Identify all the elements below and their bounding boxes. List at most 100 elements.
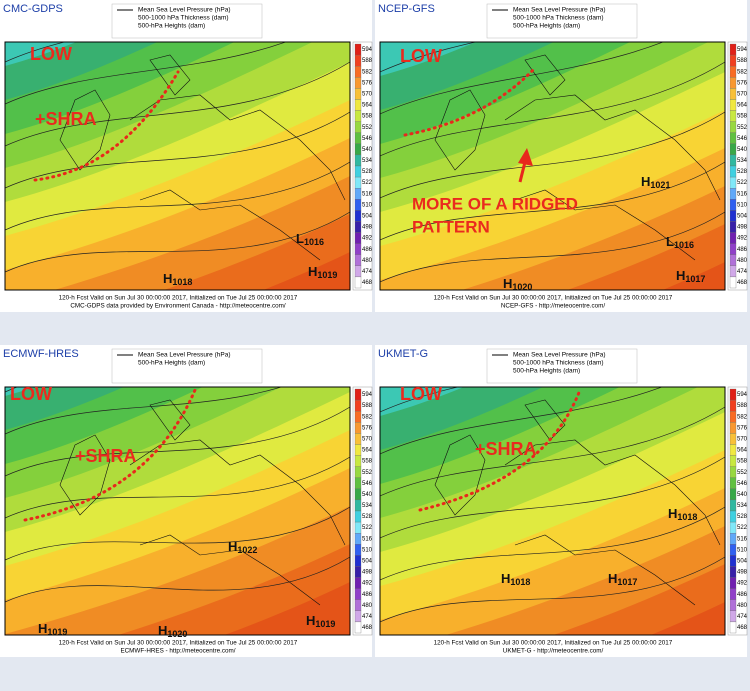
colorbar-swatch: [354, 88, 362, 100]
panel-title: CMC-GDPS: [3, 3, 63, 15]
colorbar-label: 546: [362, 136, 373, 142]
colorbar-swatch: [729, 455, 737, 467]
colorbar-swatch: [354, 221, 362, 233]
pressure-center-letter: H: [676, 268, 685, 283]
colorbar-label: 582: [737, 414, 748, 420]
colorbar-label: 576: [362, 80, 373, 86]
contour-line: [380, 211, 725, 283]
colorbar-label: 510: [362, 547, 373, 553]
colorbar-label: 540: [737, 147, 748, 153]
colorbar-swatch: [729, 621, 737, 634]
colorbar-label: 546: [737, 481, 748, 487]
colorbar-swatch: [729, 110, 737, 122]
colorbar-swatch: [354, 43, 362, 56]
pressure-center-letter: H: [306, 613, 315, 628]
colorbar-label: 588: [362, 58, 373, 64]
colorbar-swatch: [729, 577, 737, 589]
colorbar-swatch: [729, 199, 737, 211]
colorbar-label: 504: [737, 558, 748, 564]
colorbar-label: 558: [362, 114, 373, 120]
colorbar-label: 480: [737, 603, 748, 609]
annotation-label: LOW: [400, 384, 442, 404]
colorbar-label: 516: [362, 191, 373, 197]
legend-entry: 500-hPa Heights (dam): [513, 23, 580, 30]
colorbar-label: 510: [737, 202, 748, 208]
colorbar-swatch: [354, 455, 362, 467]
contour-line: [380, 42, 664, 115]
annotation-label: LOW: [10, 384, 52, 404]
colorbar-swatch: [729, 588, 737, 600]
colorbar-swatch: [354, 533, 362, 545]
colorbar-swatch: [354, 243, 362, 255]
panel-footer: 120-h Fcst Valid on Sun Jul 30 00:00:00 …: [59, 295, 298, 302]
contour-line: [5, 111, 350, 189]
colorbar-label: 474: [362, 269, 373, 275]
colorbar-label: 522: [362, 180, 373, 186]
colorbar-swatch: [729, 154, 737, 167]
legend-box: [486, 3, 638, 39]
colorbar-swatch: [354, 265, 362, 278]
contour-line: [380, 387, 460, 413]
colorbar-label: 582: [362, 414, 373, 420]
pressure-center-letter: H: [308, 264, 317, 279]
colorbar-swatch: [729, 488, 737, 501]
colorbar-swatch: [729, 544, 737, 556]
map: [5, 42, 350, 290]
pressure-center: H1020: [503, 276, 532, 292]
colorbar-label: 468: [362, 280, 373, 286]
colorbar-swatch: [354, 488, 362, 501]
colorbar-swatch: [354, 411, 362, 423]
map: [380, 42, 725, 290]
colorbar-swatch: [729, 77, 737, 89]
thickness-band: [224, 582, 350, 635]
colorbar-label: 528: [737, 169, 748, 175]
colorbar-swatch: [729, 533, 737, 545]
pressure-center: H1017: [676, 268, 705, 284]
colorbar-swatch: [729, 121, 737, 133]
coastline: [434, 399, 721, 606]
pressure-center-letter: H: [503, 276, 512, 291]
colorbar-swatch: [354, 188, 362, 200]
colorbar-swatch: [354, 77, 362, 89]
colorbar-swatch: [729, 411, 737, 423]
colorbar-label: 468: [362, 625, 373, 631]
colorbar-label: 588: [362, 403, 373, 409]
coastline: [59, 399, 346, 606]
contour-line: [5, 211, 350, 273]
pressure-center-value: 1020: [167, 629, 187, 639]
annotation-label: +SHRA: [75, 446, 137, 466]
pressure-center-letter: H: [163, 271, 172, 286]
colorbar-swatch: [729, 143, 737, 156]
colorbar-swatch: [354, 254, 362, 266]
pressure-center-letter: H: [668, 506, 677, 521]
colorbar-label: 534: [737, 503, 748, 509]
legend-entry: Mean Sea Level Pressure (hPa): [513, 7, 606, 14]
pressure-center: H1019: [308, 264, 337, 280]
colorbar-label: 498: [737, 570, 748, 576]
colorbar-label: 474: [737, 614, 748, 620]
colorbar-swatch: [729, 54, 737, 67]
colorbar-label: 564: [362, 448, 373, 454]
colorbar-label: 570: [737, 91, 748, 97]
pressure-center: H1019: [38, 621, 67, 637]
colorbar-swatch: [729, 132, 737, 144]
colorbar-label: 516: [362, 536, 373, 542]
colorbar-label: 564: [737, 103, 748, 109]
model-panel: ECMWF-HRES Mean Sea Level Pressure (hPa)5…: [0, 345, 373, 657]
thickness-band: [650, 602, 725, 635]
colorbar-label: 540: [362, 492, 373, 498]
colorbar-swatch: [729, 388, 737, 401]
colorbar-label: 540: [362, 147, 373, 153]
pressure-center: H1021: [641, 174, 670, 190]
colorbar-swatch: [354, 165, 362, 178]
model-panel: CMC-GDPS Mean Sea Level Pressure (hPa)500…: [0, 0, 373, 312]
colorbar-swatch: [729, 422, 737, 434]
map: [5, 387, 350, 635]
legend-entry: 500-1000 hPa Thickness (dam): [513, 15, 604, 22]
panel-footer: ECMWF-HRES - http://meteocentre.com/: [120, 648, 235, 655]
contour-line: [380, 111, 725, 199]
pressure-center-letter: H: [501, 571, 510, 586]
coastline: [434, 54, 721, 261]
pressure-center-value: 1019: [47, 627, 67, 637]
legend-entry: 500-1000 hPa Thickness (dam): [138, 15, 229, 22]
